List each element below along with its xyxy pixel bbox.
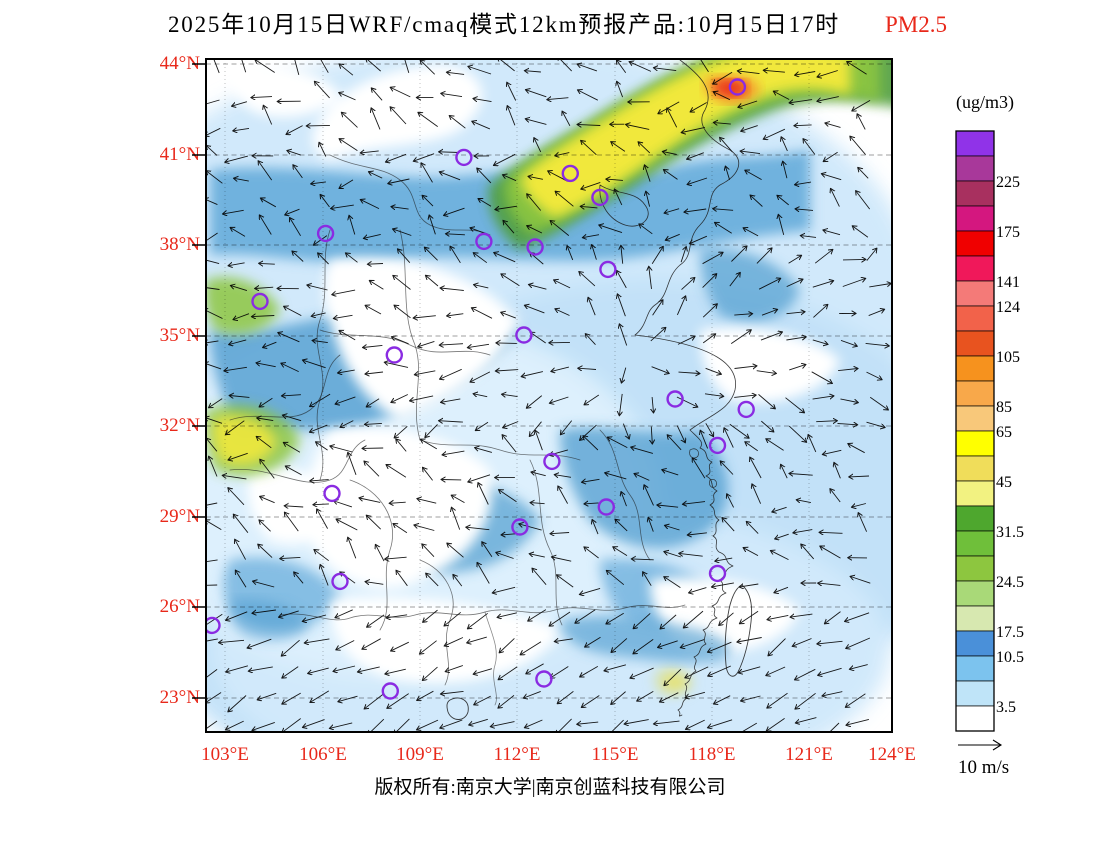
svg-text:121°E: 121°E xyxy=(785,744,833,765)
svg-text:103°E: 103°E xyxy=(201,744,249,765)
svg-text:118°E: 118°E xyxy=(689,744,736,765)
svg-text:175: 175 xyxy=(996,224,1020,241)
svg-text:2025年10月15日WRF/cmaq模式12km预报产品:: 2025年10月15日WRF/cmaq模式12km预报产品:10月15日17时 xyxy=(168,12,840,37)
svg-text:141: 141 xyxy=(996,274,1020,291)
svg-text:45: 45 xyxy=(996,474,1012,491)
svg-text:31.5: 31.5 xyxy=(996,524,1024,541)
svg-text:106°E: 106°E xyxy=(299,744,347,765)
svg-text:10 m/s: 10 m/s xyxy=(958,757,1009,778)
svg-text:85: 85 xyxy=(996,399,1012,416)
svg-text:112°E: 112°E xyxy=(494,744,541,765)
svg-text:124°E: 124°E xyxy=(868,744,916,765)
svg-text:115°E: 115°E xyxy=(592,744,639,765)
svg-text:24.5: 24.5 xyxy=(996,574,1024,591)
svg-text:(ug/m3): (ug/m3) xyxy=(956,92,1014,113)
svg-text:10.5: 10.5 xyxy=(996,649,1024,666)
svg-text:124: 124 xyxy=(996,299,1020,316)
svg-text:PM2.5: PM2.5 xyxy=(885,12,947,37)
svg-text:3.5: 3.5 xyxy=(996,699,1016,716)
svg-text:225: 225 xyxy=(996,174,1020,191)
svg-text:105: 105 xyxy=(996,349,1020,366)
svg-text:版权所有:南京大学|南京创蓝科技有限公司: 版权所有:南京大学|南京创蓝科技有限公司 xyxy=(374,776,725,798)
svg-text:109°E: 109°E xyxy=(396,744,444,765)
svg-text:65: 65 xyxy=(996,424,1012,441)
svg-text:17.5: 17.5 xyxy=(996,624,1024,641)
